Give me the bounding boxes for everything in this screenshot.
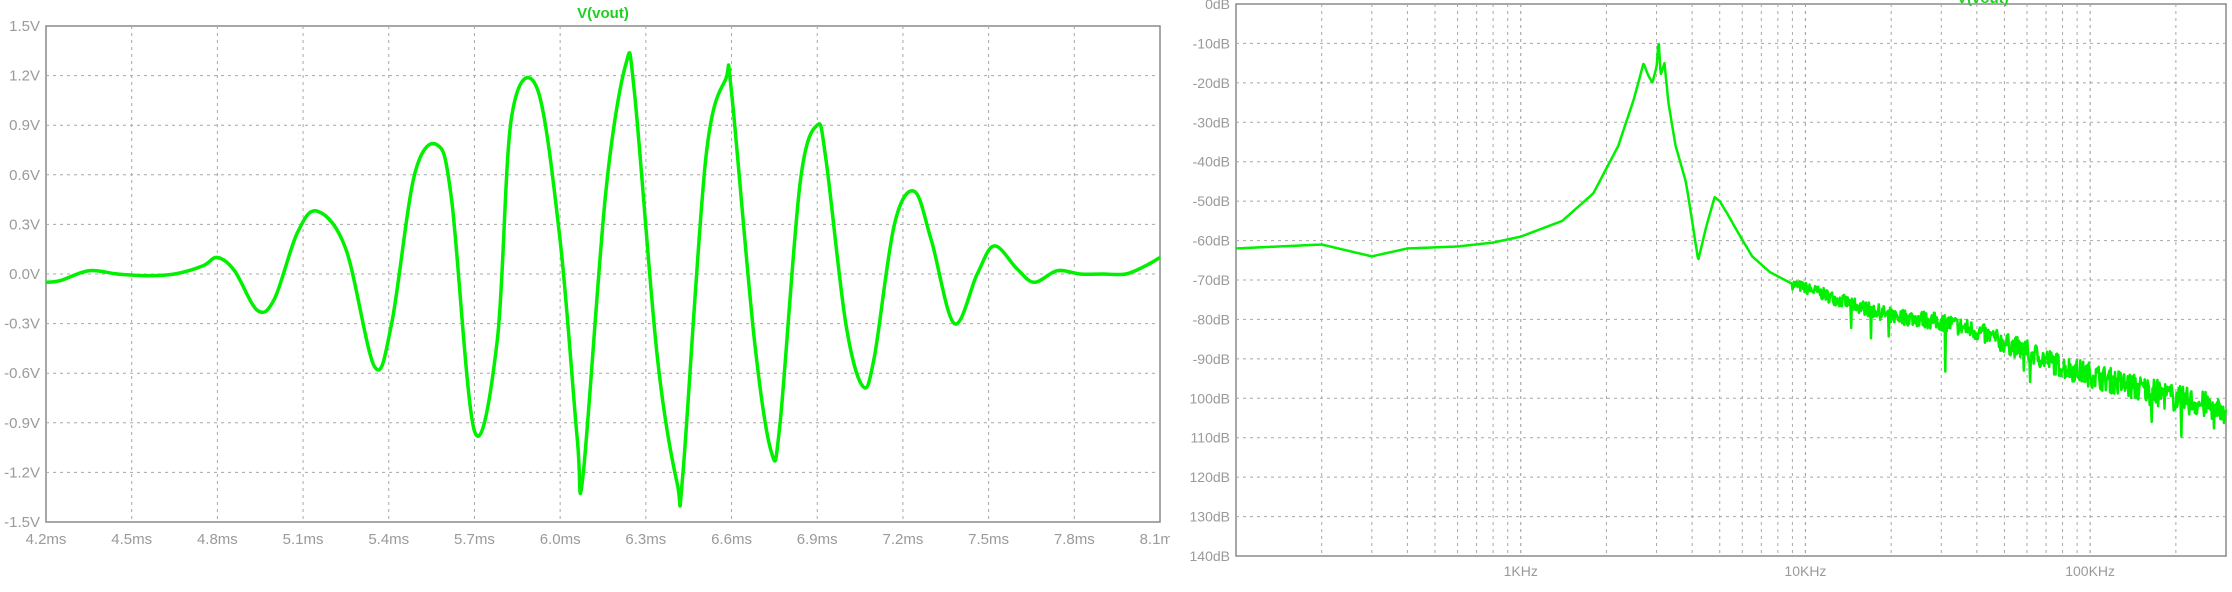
x-tick-label: 4.8ms [197,531,238,548]
chart-title: V(vout) [577,5,629,22]
x-tick-label: 5.7ms [454,531,495,548]
plot-frame [1235,3,2227,557]
y-tick-label: -1.2V [4,464,40,481]
y-tick-label: -20dB [1193,75,1230,91]
x-tick-label: 4.2ms [26,531,67,548]
y-tick-label: -130dB [1190,509,1230,525]
x-tick-label: 7.5ms [968,531,1009,548]
x-tick-label: 100KHz [2065,563,2115,579]
x-tick-label: 7.2ms [882,531,923,548]
y-tick-label: -120dB [1190,469,1230,485]
y-tick-label: -80dB [1193,311,1230,327]
y-tick-label: -100dB [1190,390,1230,406]
y-tick-label: -1.5V [4,514,40,531]
x-tick-label: 7.8ms [1054,531,1095,548]
y-tick-label: -70dB [1193,272,1230,288]
y-tick-label: -30dB [1193,114,1230,130]
fft-plot-pane[interactable]: 1KHz 10KHz 100KHz 0dB -10dB -20dB -30dB -40dB -5… [1190,0,2232,592]
y-tick-label: -0.9V [4,415,40,432]
y-tick-label: -40dB [1193,154,1230,170]
y-tick-label: -0.6V [4,365,40,382]
chart-title: V(vout) [1957,0,2009,7]
y-tick-label: 0.6V [9,167,40,184]
transient-chart: 4.2ms 4.5ms 4.8ms 5.1ms 5.4ms 5.7ms 6.0ms 6.3ms… [4,5,1170,548]
series-line-vout-spectrum [1235,42,2228,438]
y-tick-label: 0.0V [9,266,40,283]
y-tick-label: 0.9V [9,117,40,134]
y-tick-label: 0.3V [9,216,40,233]
x-tick-label: 6.9ms [797,531,838,548]
y-tick-label: -60dB [1193,233,1230,249]
x-tick-label: 4.5ms [111,531,152,548]
x-tick-label: 1KHz [1504,563,1538,579]
transient-plot-pane[interactable]: 4.2ms 4.5ms 4.8ms 5.1ms 5.4ms 5.7ms 6.0ms 6.3ms… [0,0,1170,592]
y-tick-label: -140dB [1190,548,1230,564]
y-tick-label: 1.5V [9,18,40,35]
x-tick-label: 5.4ms [368,531,409,548]
y-tick-label: -10dB [1193,35,1230,51]
y-tick-label: -50dB [1193,193,1230,209]
y-tick-label: -0.3V [4,316,40,333]
x-tick-label: 8.1ms [1140,531,1170,548]
x-tick-label: 6.6ms [711,531,752,548]
x-tick-label: 10KHz [1784,563,1826,579]
y-tick-label: 0dB [1205,0,1230,12]
x-tick-label: 5.1ms [283,531,324,548]
series-line-vout [45,51,1161,508]
fft-chart: 1KHz 10KHz 100KHz 0dB -10dB -20dB -30dB -40dB -5… [1190,0,2228,579]
y-tick-label: 1.2V [9,68,40,85]
y-tick-label: -110dB [1190,430,1230,446]
x-tick-label: 6.0ms [540,531,581,548]
y-tick-label: -90dB [1193,351,1230,367]
x-tick-label: 6.3ms [625,531,666,548]
plot-frame [45,25,1161,523]
